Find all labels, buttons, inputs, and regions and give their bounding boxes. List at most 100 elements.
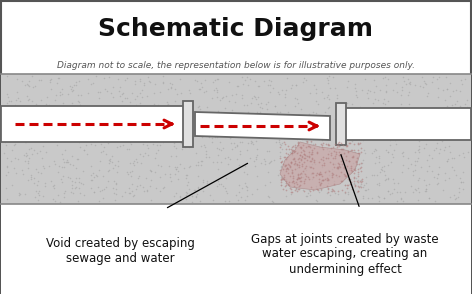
Point <box>287 125 295 130</box>
Point <box>361 124 369 129</box>
Point <box>23 93 31 98</box>
Point <box>330 164 337 169</box>
Point <box>13 128 21 133</box>
Point <box>440 187 447 192</box>
Text: Void created by escaping
sewage and water: Void created by escaping sewage and wate… <box>46 237 194 265</box>
Point <box>350 167 358 172</box>
Point <box>194 184 202 189</box>
Point <box>387 109 395 114</box>
Point <box>371 147 379 151</box>
Point <box>388 191 396 195</box>
Point <box>282 151 290 156</box>
Point <box>290 162 298 167</box>
Point <box>420 178 428 182</box>
Point <box>76 145 84 150</box>
Point <box>3 128 11 132</box>
Point <box>167 111 175 116</box>
Point <box>90 175 98 179</box>
Point <box>323 184 330 188</box>
Point <box>219 95 227 100</box>
Point <box>212 86 220 90</box>
Point <box>58 164 66 169</box>
Point <box>354 150 362 155</box>
Point <box>319 141 327 145</box>
Point <box>205 134 212 139</box>
Point <box>160 140 167 145</box>
Point <box>308 147 315 152</box>
Point <box>307 193 314 198</box>
Point <box>0 135 8 139</box>
Point <box>36 148 44 153</box>
Point <box>446 133 453 138</box>
Point <box>135 125 142 129</box>
Point <box>84 121 92 126</box>
Point <box>92 173 100 178</box>
Point <box>405 93 412 97</box>
Point <box>357 121 364 126</box>
Point <box>294 101 302 105</box>
Point <box>55 75 62 80</box>
Point <box>397 196 405 201</box>
Point <box>128 136 135 140</box>
Point <box>74 157 81 162</box>
Point <box>282 176 290 181</box>
Point <box>358 149 365 154</box>
Point <box>327 151 335 156</box>
Point <box>324 178 332 183</box>
Point <box>212 126 220 131</box>
Point <box>99 138 107 143</box>
Point <box>287 192 295 197</box>
Point <box>95 168 102 172</box>
Point <box>407 184 414 189</box>
Point <box>105 75 113 79</box>
Point <box>69 88 77 93</box>
Point <box>16 99 24 103</box>
Point <box>144 75 152 79</box>
Point <box>324 181 331 185</box>
Point <box>329 166 336 171</box>
Point <box>347 182 354 187</box>
Point <box>416 175 423 180</box>
Point <box>348 154 356 159</box>
Point <box>378 167 385 172</box>
Point <box>346 141 353 146</box>
Point <box>267 132 275 137</box>
Point <box>434 85 442 90</box>
Point <box>102 151 110 156</box>
Point <box>63 157 70 162</box>
Point <box>288 180 295 185</box>
Point <box>414 178 422 182</box>
Point <box>119 137 127 142</box>
Point <box>323 135 331 140</box>
Point <box>376 170 383 174</box>
Point <box>382 177 389 182</box>
Point <box>375 153 382 158</box>
Point <box>408 133 416 137</box>
Point <box>164 102 171 107</box>
Point <box>378 164 386 169</box>
Point <box>306 91 313 96</box>
Point <box>274 90 281 94</box>
Point <box>323 178 330 182</box>
Point <box>252 157 260 162</box>
Point <box>296 183 304 188</box>
Point <box>157 137 164 141</box>
Point <box>303 139 311 144</box>
Point <box>326 74 333 79</box>
Point <box>168 178 175 183</box>
Point <box>335 164 343 169</box>
Point <box>112 181 120 186</box>
Point <box>275 91 283 96</box>
Point <box>287 167 295 172</box>
Point <box>121 138 128 143</box>
Point <box>83 142 90 147</box>
Point <box>297 150 304 155</box>
Point <box>129 161 136 165</box>
Point <box>231 145 238 150</box>
Point <box>187 121 194 126</box>
Point <box>277 160 285 165</box>
Point <box>315 190 323 194</box>
Point <box>344 143 351 148</box>
Point <box>87 186 94 191</box>
Point <box>230 120 237 124</box>
